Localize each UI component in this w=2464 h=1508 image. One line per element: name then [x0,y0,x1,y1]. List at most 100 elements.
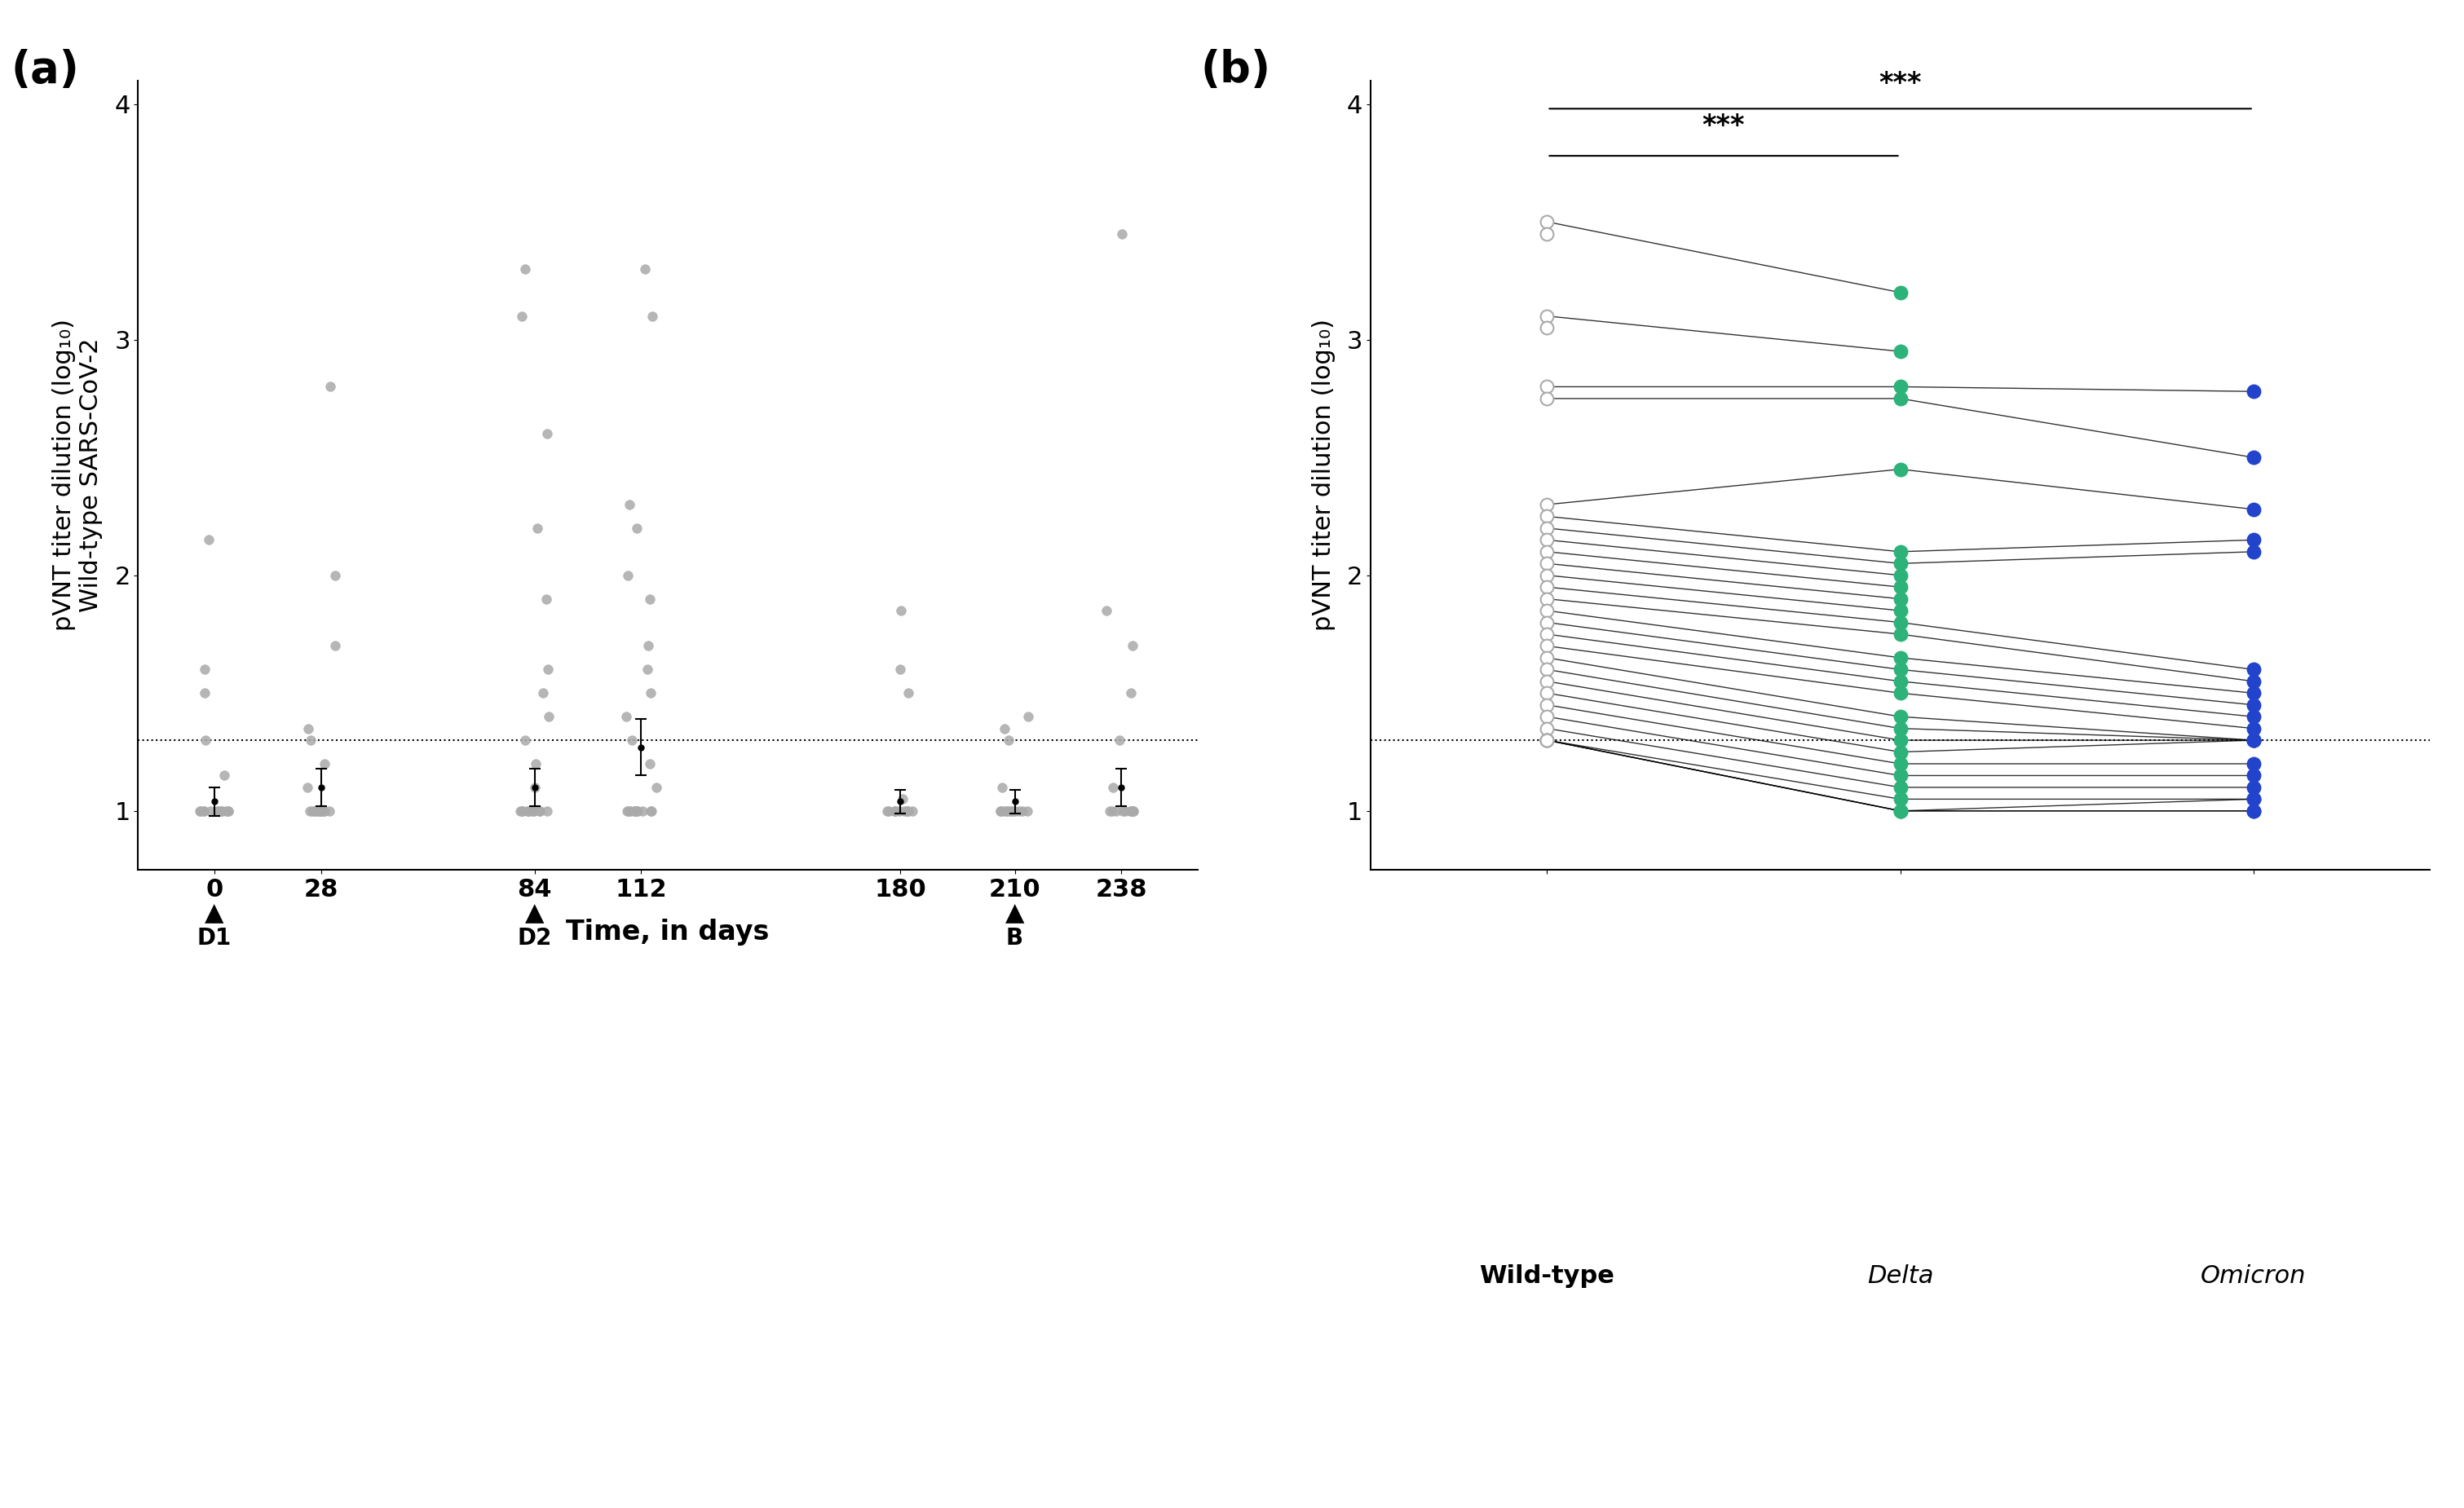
Point [1528,670,1567,694]
Point [2235,528,2274,552]
Point [981,799,1020,823]
Point [508,799,547,823]
Point [1528,599,1567,623]
Point [520,799,559,823]
Point [892,799,931,823]
Point [1099,728,1138,752]
Point [1528,728,1567,752]
Point [500,799,540,823]
Point [626,256,665,280]
Point [1528,728,1567,752]
Point [2235,728,2274,752]
Point [2235,380,2274,404]
Point [1528,623,1567,647]
Point [875,799,914,823]
Point [296,799,335,823]
Point [1880,682,1919,706]
Point [1101,222,1141,246]
Point [190,528,229,552]
Point [1880,280,1919,305]
Point [1528,611,1567,635]
Point [503,799,542,823]
Point [991,799,1030,823]
Point [1880,562,1919,587]
Point [517,516,557,540]
Point [2235,704,2274,728]
Point [1880,799,1919,823]
Point [296,799,335,823]
Point [1111,799,1151,823]
Point [1089,799,1129,823]
Point [611,799,650,823]
Point [301,799,340,823]
Point [1880,740,1919,765]
Point [1528,562,1567,587]
Text: ▲: ▲ [1005,902,1025,924]
Point [631,799,670,823]
Point [522,682,562,706]
Point [1528,315,1567,339]
Point [510,799,549,823]
Text: (b): (b) [1200,48,1271,90]
Point [2235,799,2274,823]
Point [983,775,1023,799]
Point [1528,552,1567,576]
Point [1528,587,1567,611]
Point [301,799,340,823]
Point [1528,728,1567,752]
Point [993,799,1032,823]
Point [633,305,673,329]
Point [1528,386,1567,410]
Point [205,763,244,787]
Point [2235,670,2274,694]
Point [1114,799,1153,823]
Point [2235,728,2274,752]
Point [1880,645,1919,670]
Point [520,799,559,823]
Point [887,799,926,823]
Point [880,657,919,682]
Point [527,587,567,611]
Point [505,728,545,752]
Point [1106,799,1146,823]
Point [628,633,668,657]
Point [882,599,922,623]
Point [303,799,342,823]
Point [1528,633,1567,657]
Point [298,799,338,823]
Text: Delta: Delta [1868,1265,1934,1288]
Point [315,633,355,657]
Point [1114,633,1153,657]
Point [1528,516,1567,540]
Point [2235,540,2274,564]
Point [988,799,1027,823]
Point [616,799,655,823]
Point [1880,575,1919,599]
Point [2235,682,2274,706]
Point [1528,645,1567,670]
Point [983,799,1023,823]
Point [197,799,237,823]
Point [616,799,655,823]
Point [185,799,224,823]
Point [1111,799,1151,823]
Point [986,799,1025,823]
Point [1880,386,1919,410]
Point [1880,623,1919,647]
Point [1094,775,1133,799]
Point [870,799,909,823]
Point [517,751,557,775]
Text: ▲: ▲ [205,902,224,924]
Point [185,728,224,752]
Point [2235,787,2274,811]
Point [1003,799,1042,823]
Point [527,799,567,823]
Point [880,799,919,823]
Point [631,799,670,823]
Point [1528,504,1567,528]
Point [1880,657,1919,682]
Point [2235,692,2274,716]
Point [1000,799,1040,823]
Point [513,799,552,823]
Point [182,799,222,823]
